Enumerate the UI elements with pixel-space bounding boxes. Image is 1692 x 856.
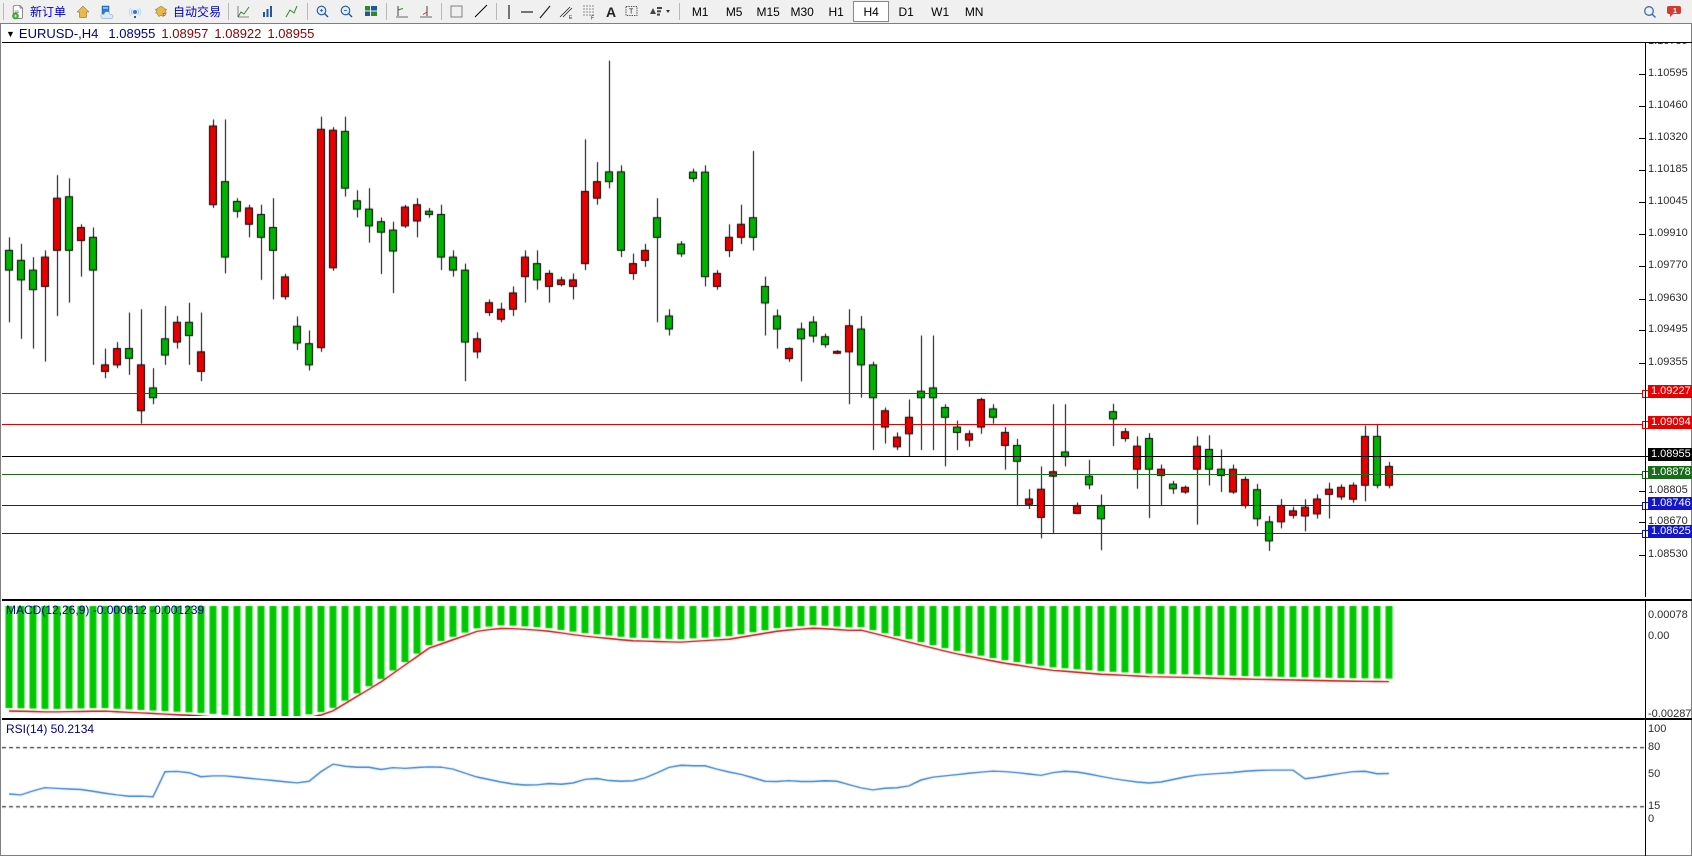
svg-text:E: E (569, 15, 573, 20)
svg-text:T: T (629, 8, 634, 15)
svg-text:1: 1 (1673, 8, 1677, 15)
svg-text:F: F (591, 15, 594, 20)
